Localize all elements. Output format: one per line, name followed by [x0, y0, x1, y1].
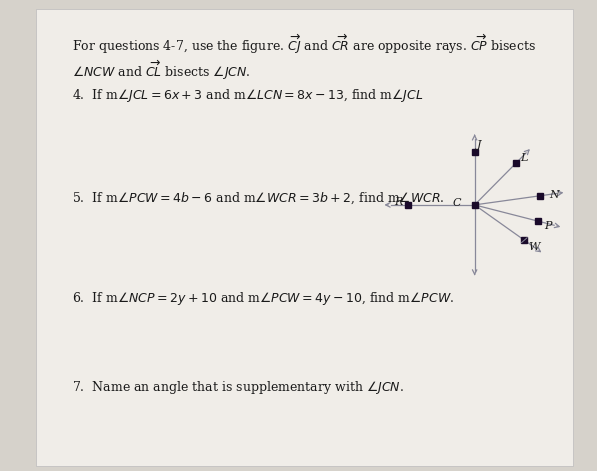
Text: W: W — [528, 242, 539, 252]
Text: J: J — [477, 139, 482, 150]
Text: L: L — [521, 153, 528, 162]
Text: C: C — [453, 198, 461, 208]
Text: P: P — [544, 221, 552, 231]
Text: For questions 4-7, use the figure. $\overrightarrow{CJ}$ and $\overrightarrow{CR: For questions 4-7, use the figure. $\ove… — [72, 33, 536, 56]
Text: 5.  If m$\angle PCW = 4b - 6$ and m$\angle WCR = 3b + 2$, find m$\angle WCR$.: 5. If m$\angle PCW = 4b - 6$ and m$\angl… — [72, 191, 444, 206]
Text: 6.  If m$\angle NCP = 2y + 10$ and m$\angle PCW = 4y - 10$, find m$\angle PCW$.: 6. If m$\angle NCP = 2y + 10$ and m$\ang… — [72, 290, 454, 307]
Text: 4.  If m$\angle JCL = 6x + 3$ and m$\angle LCN = 8x - 13$, find m$\angle JCL$: 4. If m$\angle JCL = 6x + 3$ and m$\angl… — [72, 87, 423, 104]
Text: $\angle NCW$ and $\overrightarrow{CL}$ bisects $\angle JCN$.: $\angle NCW$ and $\overrightarrow{CL}$ b… — [72, 59, 250, 82]
Text: N: N — [549, 190, 559, 200]
Text: 7.  Name an angle that is supplementary with $\angle JCN$.: 7. Name an angle that is supplementary w… — [72, 379, 404, 396]
Text: R: R — [395, 197, 403, 207]
